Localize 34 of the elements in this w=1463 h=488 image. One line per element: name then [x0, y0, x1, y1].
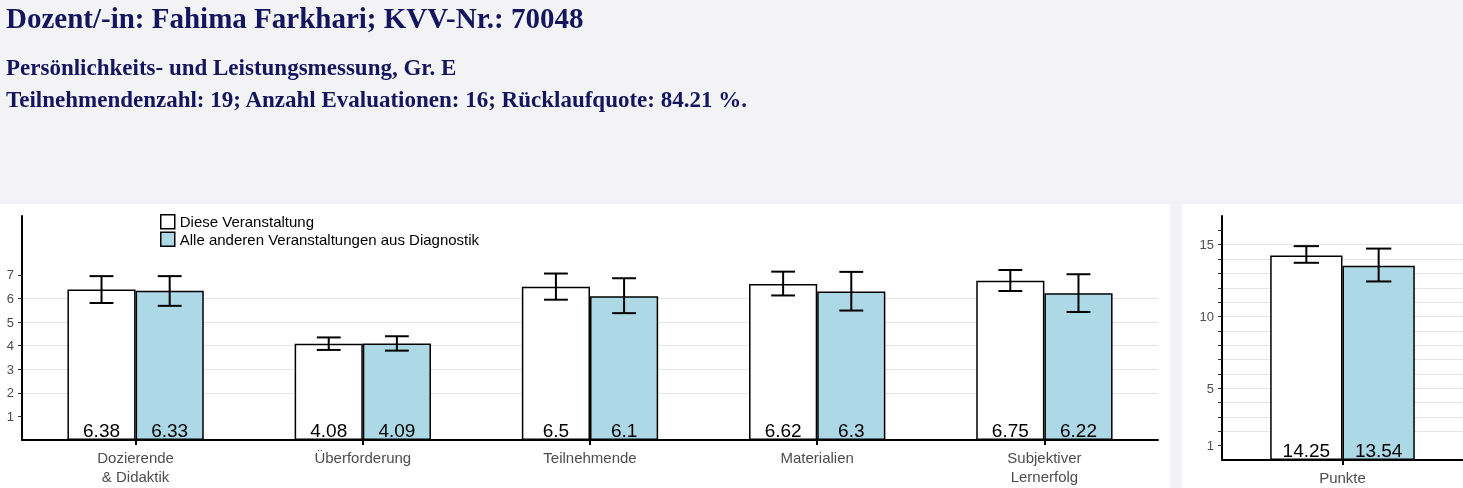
y-tick-label: 4 — [6, 338, 14, 354]
text: Teilnehmendenzahl: 19; Anzahl Evaluationen: 16; Rücklaufquote: 84.21 %. — [6, 87, 747, 113]
data-label: 4.09 — [378, 420, 416, 441]
data-label: 13.54 — [1354, 440, 1403, 461]
y-tick-label: 7 — [6, 267, 14, 283]
y-tick-label: 5 — [6, 314, 14, 330]
chart-subtitle: Persönlichkeits- und Leistungsmessung, Gr. E — [6, 55, 458, 81]
x-tick-label: Dozierende & Didaktik — [97, 449, 174, 485]
x-tick-label: Subjektiver Lernerfolg — [1007, 449, 1082, 485]
chart-title: Dozent/-in: Fahima Farkhari; KVV-Nr.: 70048 — [6, 2, 585, 35]
x-tick-label: Teilnehmende — [543, 449, 637, 466]
y-tick-label: 10 — [1199, 308, 1214, 324]
data-label: 6.38 — [83, 420, 121, 441]
data-label: 6.22 — [1059, 420, 1097, 441]
x-tick-label: Materialien — [780, 449, 854, 466]
y-tick-label: 2 — [6, 385, 14, 401]
y-tick-label: 1 — [6, 408, 14, 424]
y-tick-label: 15 — [1199, 237, 1214, 253]
legend-label: Diese Veranstaltung — [179, 213, 315, 231]
x-tick-label: Überforderung — [314, 449, 412, 466]
y-tick-label: 1 — [1206, 438, 1214, 454]
y-tick-label: 6 — [6, 291, 14, 307]
data-label: 6.33 — [151, 420, 189, 441]
y-tick-label: 3 — [6, 361, 14, 377]
data-label: 6.5 — [542, 420, 570, 441]
data-label: 4.08 — [310, 420, 348, 441]
data-label: 6.1 — [610, 420, 638, 441]
x-tick-label: Punkte — [1319, 469, 1366, 486]
data-label: 14.25 — [1282, 440, 1331, 461]
data-label: 6.3 — [838, 420, 865, 441]
y-tick-label: 5 — [1206, 380, 1214, 396]
data-label: 6.62 — [764, 420, 802, 441]
data-label: 6.75 — [991, 420, 1029, 441]
legend-label: Alle anderen Veranstaltungen aus Diagnostik — [179, 230, 480, 248]
